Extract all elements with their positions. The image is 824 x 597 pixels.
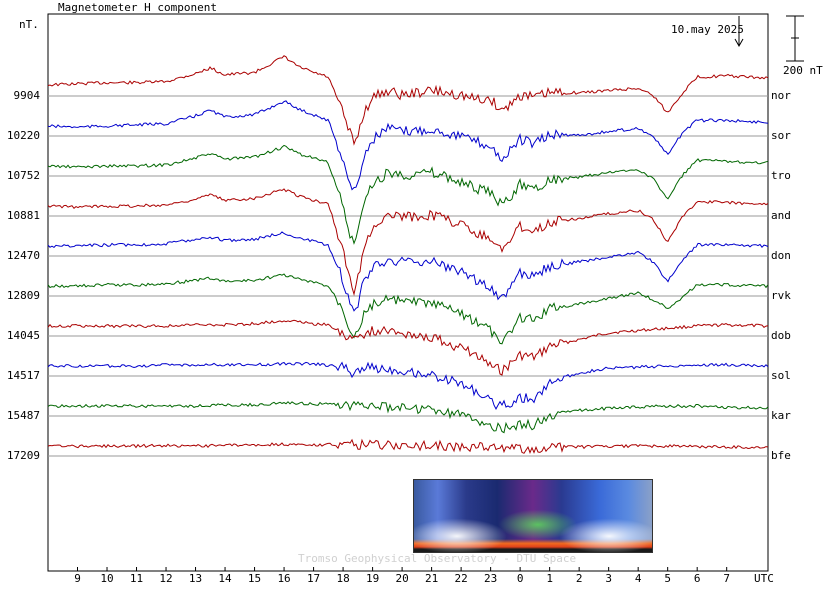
x-tick-label: 22: [454, 572, 468, 585]
baseline-value-and: 10881: [6, 209, 40, 222]
x-tick-label: 12: [159, 572, 173, 585]
baseline-value-nor: 9904: [13, 89, 41, 102]
baseline-values: 9904 10220 10752 10881 12470 12809 14045 14517 1…: [0, 0, 46, 597]
scale-bar: [786, 15, 804, 62]
station-label-kar: kar: [771, 409, 791, 422]
x-tick-labels: 9 10 11 12 13 14 15 16 17 18 19 20 21 22 23 0 1 2 3 4 5 6 7: [0, 572, 824, 586]
x-tick-label: 2: [575, 572, 583, 585]
station-label-tro: tro: [771, 169, 791, 182]
trace-rvk: [47, 273, 769, 345]
trace-nor: [47, 55, 769, 146]
station-label-sol: sol: [771, 369, 791, 382]
station-label-rvk: rvk: [771, 289, 791, 302]
trace-bfe: [47, 438, 769, 454]
baseline-grid: [48, 95, 768, 457]
baseline-value-don: 12470: [6, 249, 40, 262]
baseline-value-rvk: 12809: [6, 289, 40, 302]
station-label-don: don: [771, 249, 791, 262]
x-tick-label: 16: [277, 572, 291, 585]
x-axis-ticks: [77, 567, 728, 571]
trace-tro: [47, 144, 769, 245]
x-tick-label: 15: [247, 572, 262, 585]
baseline-value-kar: 15487: [6, 409, 40, 422]
x-tick-label: 7: [723, 572, 730, 585]
footer-credit: Tromso Geophysical Observatory - DTU Spa…: [298, 552, 577, 565]
x-tick-label: 5: [664, 572, 671, 585]
station-label-and: and: [771, 209, 791, 222]
trace-sor: [47, 100, 769, 191]
station-traces: [47, 55, 769, 454]
x-tick-label: 3: [605, 572, 612, 585]
x-tick-label: 23: [483, 572, 498, 585]
station-label-bfe: bfe: [771, 449, 791, 462]
trace-dob: [47, 319, 769, 376]
baseline-value-sol: 14517: [6, 369, 40, 382]
x-tick-label: 20: [395, 572, 409, 585]
baseline-value-dob: 14045: [6, 329, 40, 342]
x-tick-label: 0: [516, 572, 524, 585]
x-tick-label: 18: [336, 572, 350, 585]
date-marker-arrow: [734, 16, 744, 48]
x-tick-label: 11: [129, 572, 144, 585]
aurora-allsky-image: [413, 479, 653, 553]
x-tick-label: 6: [693, 572, 701, 585]
trace-and: [47, 188, 769, 297]
x-tick-label: 4: [634, 572, 642, 585]
trace-sol: [47, 361, 769, 410]
x-tick-label: 14: [218, 572, 232, 585]
x-tick-label: 19: [365, 572, 380, 585]
station-label-nor: nor: [771, 89, 791, 102]
trace-kar: [47, 400, 769, 434]
x-tick-label: 10: [100, 572, 114, 585]
x-tick-label: 21: [424, 572, 439, 585]
x-axis-unit: UTC: [754, 572, 774, 585]
x-tick-label: 17: [306, 572, 321, 585]
baseline-value-sor: 10220: [6, 129, 40, 142]
baseline-value-tro: 10752: [6, 169, 40, 182]
station-label-sor: sor: [771, 129, 791, 142]
station-labels: nor sor tro and don rvk dob sol kar bfe: [771, 0, 821, 597]
plot-frame: [47, 13, 769, 572]
x-tick-label: 9: [74, 572, 81, 585]
x-tick-label: 1: [546, 572, 553, 585]
chart-title: Magnetometer H component: [58, 1, 217, 14]
date-label: 10.may 2025: [671, 23, 744, 36]
x-tick-label: 13: [188, 572, 203, 585]
trace-don: [47, 231, 769, 312]
unit-label: nT.: [19, 18, 39, 31]
station-label-dob: dob: [771, 329, 791, 342]
baseline-value-bfe: 17209: [6, 449, 40, 462]
scale-label: 200 nT: [783, 64, 823, 77]
